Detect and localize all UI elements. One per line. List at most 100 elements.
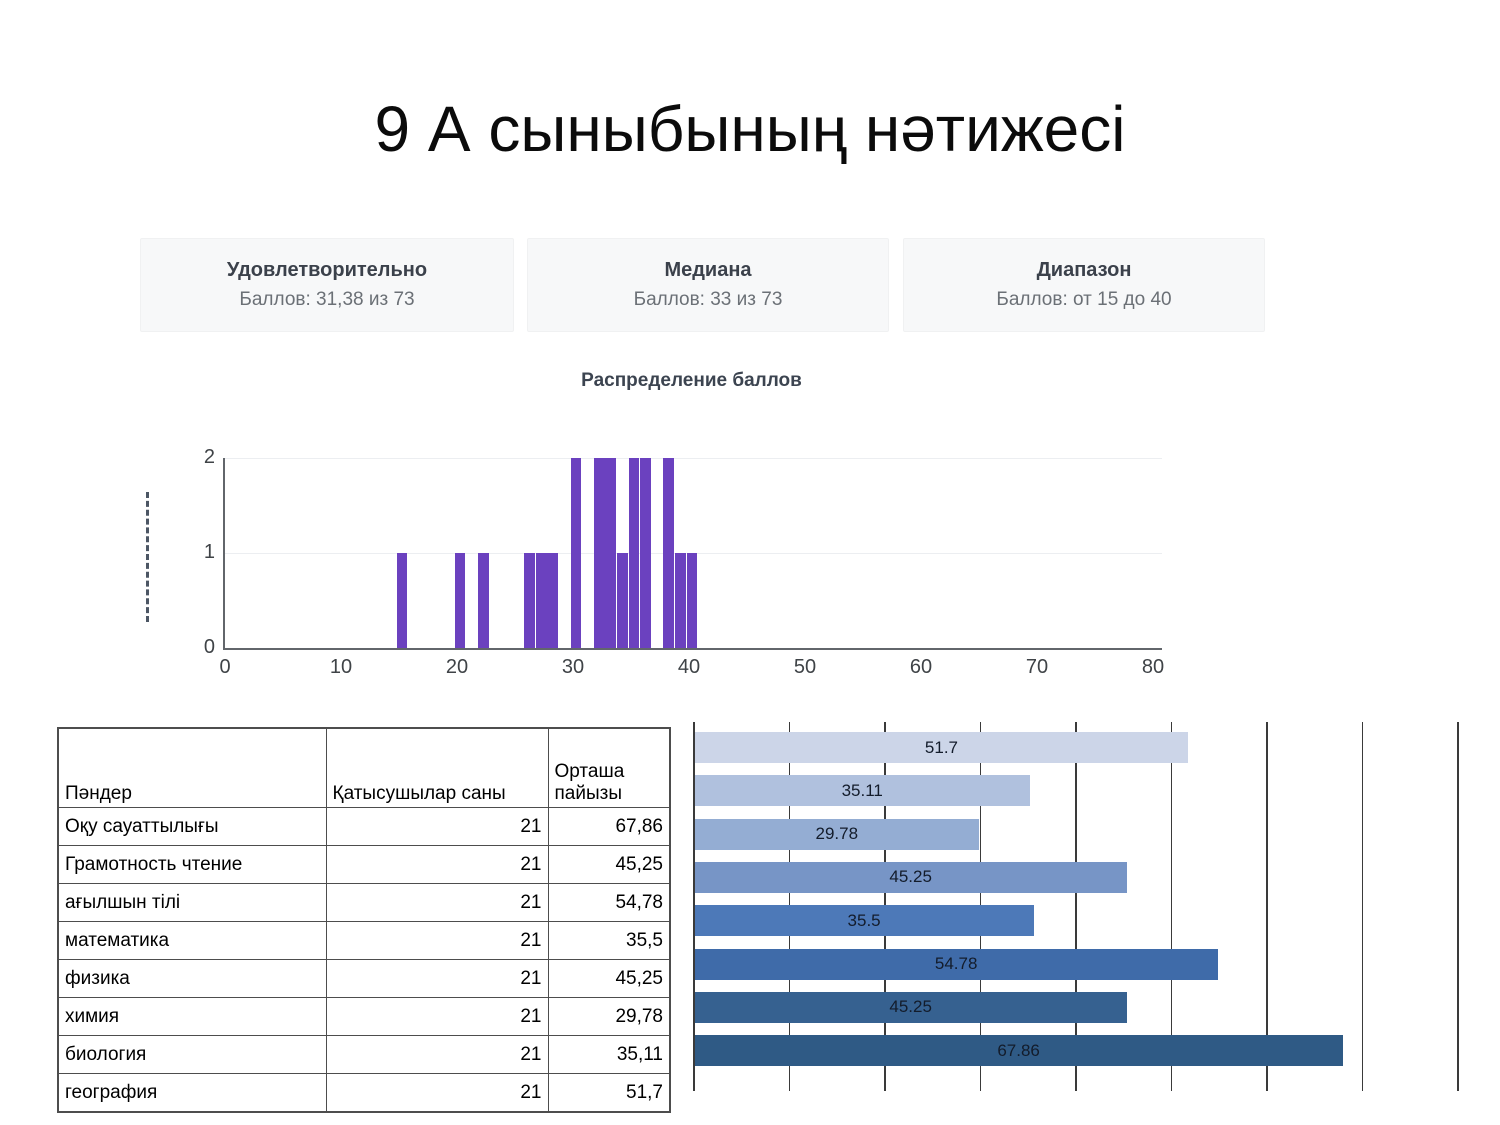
subject-name-cell: биология	[57, 1035, 327, 1074]
x-axis-tick-label: 50	[793, 656, 817, 678]
grid-line	[1266, 722, 1268, 1078]
x-axis-tick-label: 60	[909, 656, 933, 678]
average-percent-cell: 54,78	[547, 883, 671, 922]
histogram-bar	[675, 553, 686, 648]
value-bar: 45.25	[694, 991, 1127, 1023]
stat-card-satisfactory: Удовлетворительно Баллов: 31,38 из 73	[140, 238, 514, 332]
participants-count-cell: 21	[325, 1035, 549, 1074]
x-axis-tick-label: 40	[677, 656, 701, 678]
table-header-cell: Пәндер	[57, 727, 327, 808]
subject-name-cell: математика	[57, 921, 327, 960]
y-axis-tick-label: 1	[203, 541, 215, 563]
y-axis-tick-label: 0	[203, 636, 215, 658]
stat-card-median: Медиана Баллов: 33 из 73	[527, 238, 889, 332]
subject-average-bar-chart: 51.7 35.11 29.78 45.25 35.5 54.78 45.25 67.86	[693, 722, 1490, 1091]
grid-line	[1170, 722, 1173, 1078]
average-percent-cell: 67,86	[547, 807, 671, 846]
histogram-bar	[593, 458, 605, 648]
bar-value-label: 35.11	[841, 780, 883, 800]
value-bar: 67.86	[694, 1035, 1343, 1067]
x-axis-tick-label: 30	[561, 656, 585, 678]
x-axis-tick-label: 80	[1141, 656, 1165, 678]
histogram-title: Распределение баллов	[581, 370, 802, 391]
average-percent-cell: 51,7	[547, 1073, 671, 1113]
table-header-cell: Орташа пайызы	[547, 727, 671, 808]
grid-line	[788, 722, 791, 1078]
stat-card-value: Баллов: 31,38 из 73	[239, 289, 415, 310]
axis-tick	[693, 1078, 695, 1091]
histogram-bar	[477, 553, 489, 648]
y-axis-tick-label: 2	[203, 446, 215, 468]
histogram-bar	[605, 458, 617, 648]
subject-name-cell: химия	[57, 997, 327, 1036]
grid-line	[1361, 722, 1364, 1078]
table-row: Грамотность чтение 21 45,25	[57, 845, 671, 884]
stat-card-title: Диапазон	[1036, 259, 1132, 281]
value-bar: 54.78	[694, 948, 1218, 980]
histogram-bar	[535, 553, 547, 648]
x-axis-tick-label: 70	[1025, 656, 1049, 678]
histogram-bar	[524, 553, 535, 648]
subject-name-cell: физика	[57, 959, 327, 998]
table-row: ағылшын тілі 21 54,78	[57, 883, 671, 922]
x-axis-tick-label: 20	[445, 656, 469, 678]
table-row: биология 21 35,11	[57, 1035, 671, 1074]
average-percent-cell: 45,25	[547, 959, 671, 998]
axis-tick	[788, 1078, 791, 1091]
value-bar: 35.5	[694, 905, 1034, 937]
histogram-bar	[640, 458, 651, 648]
participants-count-cell: 21	[325, 921, 549, 960]
table-header-cell: Қатысушылар саны	[325, 727, 549, 808]
average-percent-cell: 29,78	[547, 997, 671, 1036]
bar-value-label: 45.25	[889, 997, 932, 1017]
subject-name-cell: Грамотность чтение	[57, 845, 327, 884]
stat-card-title: Медиана	[664, 259, 752, 281]
axis-tick	[1266, 1078, 1268, 1091]
bar-value-label: 29.78	[815, 824, 859, 844]
histogram-bar	[547, 553, 559, 648]
stat-card-title: Удовлетворительно	[226, 259, 428, 281]
bar-value-label: 35.5	[847, 910, 881, 930]
participants-count-cell: 21	[325, 959, 549, 998]
average-percent-cell: 35,5	[547, 921, 671, 960]
bar-chart-value-axis	[693, 722, 695, 1078]
histogram-bar	[628, 458, 640, 648]
value-bar: 29.78	[694, 818, 979, 850]
stat-card-value: Баллов: 33 из 73	[633, 289, 783, 310]
grid-line	[225, 458, 1162, 459]
average-percent-cell: 45,25	[547, 845, 671, 884]
value-bar: 45.25	[694, 861, 1127, 893]
table-header-row: Пәндер Қатысушылар саны Орташа пайызы	[57, 727, 671, 808]
grid-line	[884, 722, 886, 1078]
participants-count-cell: 21	[325, 883, 549, 922]
page-title: 9 А сыныбының нәтижесі	[374, 93, 1126, 165]
subject-name-cell: география	[57, 1073, 327, 1113]
grid-line	[979, 722, 982, 1078]
participants-count-cell: 21	[325, 997, 549, 1036]
bar-value-label: 54.78	[934, 954, 978, 973]
average-percent-cell: 35,11	[547, 1035, 671, 1074]
subjects-table: Пәндер Қатысушылар саны Орташа пайызы Оқу …	[57, 727, 671, 1113]
participants-count-cell: 21	[325, 807, 549, 846]
histogram-bar	[663, 458, 675, 648]
grid-line	[1075, 722, 1077, 1078]
y-axis-title-collapsed	[146, 492, 149, 622]
x-axis-tick-label: 10	[329, 656, 353, 678]
histogram-bar	[686, 553, 698, 648]
score-distribution-histogram: 0 1 2 0 10 20 30 40 50 60 70 80	[204, 446, 1164, 678]
grid-line	[1457, 722, 1459, 1078]
table-row: математика 21 35,5	[57, 921, 671, 960]
table-row: география 21 51,7	[57, 1073, 671, 1113]
axis-tick	[1361, 1078, 1364, 1091]
value-bar: 51.7	[694, 732, 1189, 763]
axis-tick	[884, 1078, 886, 1091]
axis-tick	[1457, 1078, 1459, 1091]
table-row: физика 21 45,25	[57, 959, 671, 998]
bar-value-label: 51.7	[924, 737, 958, 757]
participants-count-cell: 21	[325, 845, 549, 884]
histogram-bar	[617, 553, 628, 648]
bar-value-label: 45.25	[889, 867, 932, 887]
x-axis-tick-label: 0	[219, 656, 231, 678]
subject-name-cell: Оқу сауаттылығы	[57, 807, 327, 846]
stat-card-value: Баллов: от 15 до 40	[996, 289, 1172, 310]
